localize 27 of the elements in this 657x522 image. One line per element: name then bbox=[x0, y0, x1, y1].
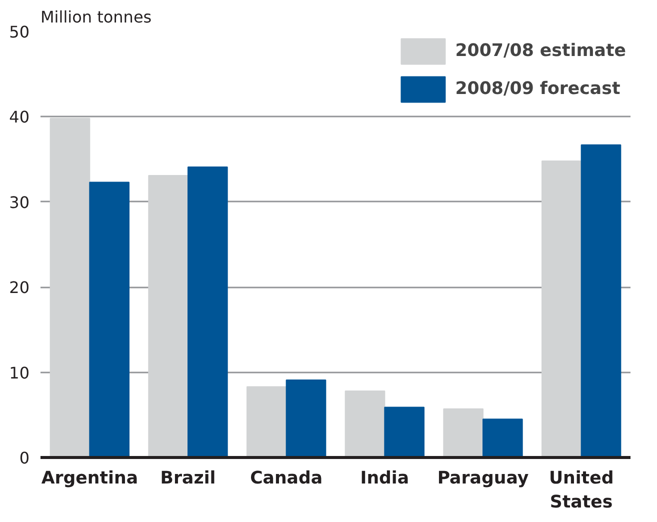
bar bbox=[580, 144, 622, 458]
bar bbox=[443, 408, 484, 458]
bar bbox=[542, 160, 582, 458]
y-axis-title: Million tonnes bbox=[40, 8, 152, 26]
x-tick-label: Canada bbox=[250, 468, 323, 488]
y-tick-label: 0 bbox=[19, 448, 30, 468]
bar bbox=[286, 379, 326, 458]
bar bbox=[188, 166, 228, 458]
bar bbox=[384, 406, 424, 458]
legend-label: 2008/09 forecast bbox=[455, 79, 620, 99]
y-tick-label: 30 bbox=[9, 192, 30, 212]
y-tick-label: 50 bbox=[9, 22, 30, 42]
x-tick-label: Brazil bbox=[160, 468, 216, 488]
x-tick-label: Paraguay bbox=[437, 468, 529, 488]
bar bbox=[89, 182, 130, 458]
y-tick-label: 10 bbox=[9, 363, 30, 382]
bar bbox=[482, 418, 523, 458]
bar bbox=[246, 386, 287, 458]
legend-label: 2007/08 estimate bbox=[455, 41, 626, 61]
x-tick-label: India bbox=[360, 468, 410, 488]
y-tick-label: 20 bbox=[9, 278, 30, 298]
y-tick-label: 40 bbox=[9, 108, 30, 127]
x-tick-label: United States bbox=[548, 468, 614, 512]
x-tick-label: Argentina bbox=[41, 468, 138, 488]
bar bbox=[50, 118, 90, 458]
bar bbox=[148, 174, 188, 458]
bar bbox=[344, 390, 386, 458]
